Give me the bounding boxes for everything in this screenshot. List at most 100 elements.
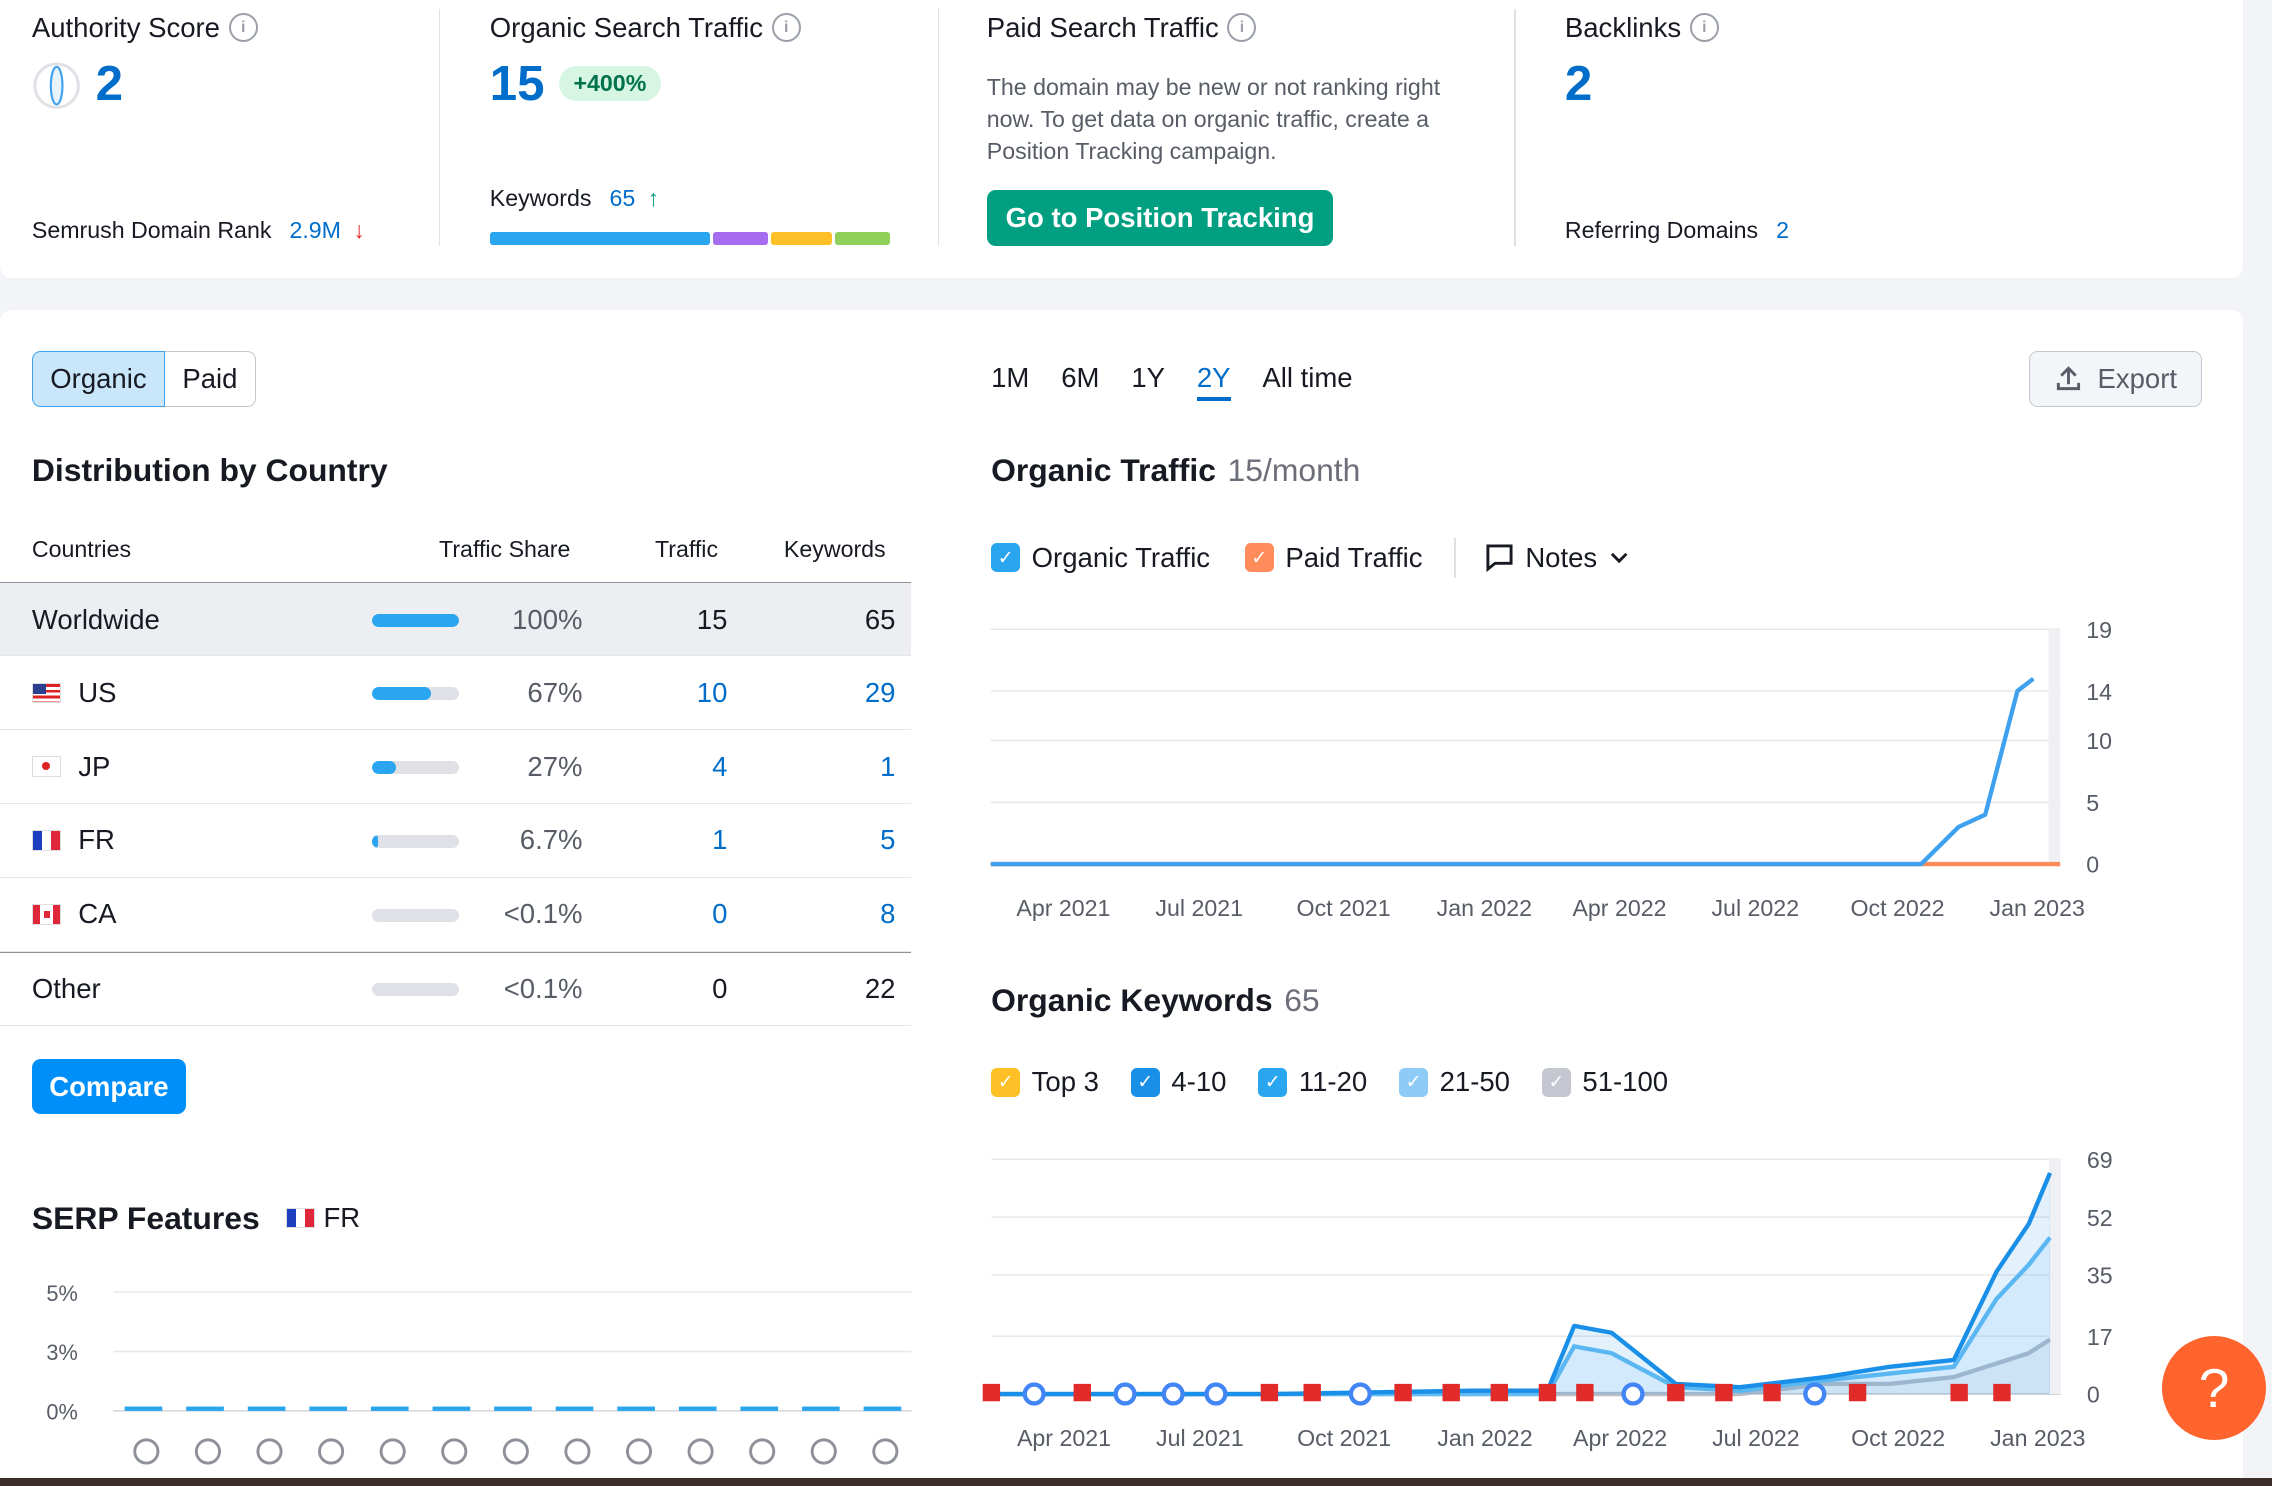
table-row[interactable]: CA <0.1% 0 8 bbox=[0, 878, 912, 952]
reviews-icon[interactable] bbox=[441, 1438, 468, 1465]
keywords-count-value[interactable]: 65 bbox=[609, 185, 636, 212]
col-traffic[interactable]: Traffic bbox=[654, 536, 719, 563]
checkbox-21-50[interactable]: ✓ bbox=[1399, 1067, 1429, 1097]
people-also-ask-icon[interactable] bbox=[872, 1438, 899, 1465]
series-line[interactable] bbox=[991, 1171, 2052, 1397]
series-line[interactable] bbox=[991, 676, 2035, 866]
tab-paid[interactable]: Paid bbox=[164, 350, 256, 408]
checkbox-51-100[interactable]: ✓ bbox=[1541, 1067, 1571, 1097]
flag-marker-icon[interactable] bbox=[1714, 1383, 1733, 1402]
info-icon[interactable]: i bbox=[1689, 13, 1719, 43]
referring-domains-value[interactable]: 2 bbox=[1776, 217, 1789, 244]
keywords-value[interactable]: 8 bbox=[880, 898, 896, 930]
video-icon[interactable] bbox=[502, 1438, 529, 1465]
serp-bar[interactable] bbox=[740, 1406, 779, 1412]
traffic-value[interactable]: 4 bbox=[712, 750, 728, 782]
checkbox-11-20[interactable]: ✓ bbox=[1258, 1067, 1288, 1097]
info-icon[interactable]: i bbox=[228, 13, 258, 43]
go-to-position-tracking-button[interactable]: Go to Position Tracking bbox=[986, 189, 1334, 247]
serp-bar[interactable] bbox=[802, 1406, 840, 1412]
table-row[interactable]: US 67% 10 29 bbox=[0, 656, 912, 731]
flag-marker-icon[interactable] bbox=[1992, 1383, 2011, 1402]
backlinks-value[interactable]: 2 bbox=[1564, 56, 1593, 112]
serp-bar[interactable] bbox=[863, 1406, 902, 1412]
country-name[interactable]: JP bbox=[31, 751, 110, 783]
compare-button[interactable]: Compare bbox=[31, 1059, 186, 1115]
checkbox-organic-traffic[interactable]: ✓ bbox=[991, 543, 1021, 573]
flag-marker-icon[interactable] bbox=[1763, 1383, 1781, 1402]
table-row[interactable]: Worldwide 100% 15 65 bbox=[0, 582, 912, 657]
checkbox-4-10[interactable]: ✓ bbox=[1130, 1067, 1160, 1097]
serp-bar[interactable] bbox=[186, 1406, 224, 1412]
table-row[interactable]: Other <0.1% 0 22 bbox=[0, 951, 912, 1026]
google-update-icon[interactable] bbox=[1802, 1382, 1827, 1406]
country-name[interactable]: US bbox=[31, 677, 116, 709]
keywords-value[interactable]: 1 bbox=[880, 750, 896, 782]
google-update-icon[interactable] bbox=[1621, 1382, 1645, 1406]
serp-country[interactable]: FR bbox=[323, 1202, 361, 1234]
image-pack-icon[interactable] bbox=[318, 1438, 345, 1465]
keywords-value[interactable]: 29 bbox=[864, 676, 896, 708]
serp-bar[interactable] bbox=[309, 1406, 348, 1412]
serp-bar[interactable] bbox=[678, 1406, 717, 1412]
domain-rank-value[interactable]: 2.9M bbox=[289, 217, 341, 244]
image-icon[interactable] bbox=[687, 1438, 714, 1465]
google-update-icon[interactable] bbox=[1204, 1382, 1228, 1406]
flag-marker-icon[interactable] bbox=[1260, 1383, 1278, 1402]
range-all-time[interactable]: All time bbox=[1262, 362, 1353, 394]
featured-snippet-icon[interactable] bbox=[256, 1438, 283, 1465]
faq-icon[interactable] bbox=[810, 1438, 837, 1465]
flag-marker-icon[interactable] bbox=[1073, 1383, 1091, 1402]
serp-bar[interactable] bbox=[617, 1406, 655, 1412]
traffic-value[interactable]: 10 bbox=[696, 676, 728, 708]
notes-dropdown[interactable]: Notes bbox=[1485, 542, 1629, 574]
help-button[interactable]: ? bbox=[2161, 1335, 2267, 1441]
serp-bar[interactable] bbox=[370, 1406, 409, 1412]
keywords-value[interactable]: 5 bbox=[880, 824, 896, 856]
flag-marker-icon[interactable] bbox=[1303, 1383, 1321, 1402]
info-icon[interactable]: i bbox=[1227, 13, 1257, 43]
featured-video-icon[interactable] bbox=[564, 1438, 591, 1465]
local-pack-icon[interactable] bbox=[194, 1438, 221, 1465]
sitelinks-icon[interactable] bbox=[379, 1438, 406, 1465]
serp-bar[interactable] bbox=[124, 1406, 163, 1412]
flag-marker-icon[interactable] bbox=[1394, 1383, 1412, 1402]
flag-marker-icon[interactable] bbox=[1848, 1383, 1866, 1402]
tab-organic[interactable]: Organic bbox=[31, 350, 165, 408]
range-1m[interactable]: 1M bbox=[991, 362, 1030, 394]
traffic-value[interactable]: 1 bbox=[712, 824, 728, 856]
country-name[interactable]: CA bbox=[31, 898, 116, 930]
flag-marker-icon[interactable] bbox=[1442, 1383, 1460, 1402]
table-row[interactable]: FR 6.7% 1 5 bbox=[0, 804, 912, 879]
range-6m[interactable]: 6M bbox=[1061, 362, 1100, 394]
flag-marker-icon[interactable] bbox=[1538, 1383, 1556, 1402]
flag-marker-icon[interactable] bbox=[1575, 1383, 1594, 1402]
authority-score-value[interactable]: 2 bbox=[95, 56, 124, 112]
flag-marker-icon[interactable] bbox=[1490, 1383, 1508, 1402]
google-update-icon[interactable] bbox=[1348, 1382, 1372, 1406]
col-keywords[interactable]: Keywords bbox=[783, 536, 886, 563]
flag-marker-icon[interactable] bbox=[1950, 1383, 1968, 1402]
range-1y[interactable]: 1Y bbox=[1131, 362, 1165, 394]
knowledge-panel-icon[interactable] bbox=[133, 1438, 160, 1465]
top-stories-icon[interactable] bbox=[625, 1438, 653, 1465]
google-update-icon[interactable] bbox=[1161, 1382, 1185, 1406]
checkbox-paid-traffic[interactable]: ✓ bbox=[1244, 543, 1274, 573]
serp-bar[interactable] bbox=[247, 1406, 286, 1412]
country-name[interactable]: FR bbox=[31, 824, 115, 856]
table-row[interactable]: JP 27% 4 1 bbox=[0, 730, 912, 805]
info-icon[interactable]: i bbox=[771, 13, 801, 43]
video-carousel-icon[interactable] bbox=[749, 1438, 776, 1465]
range-2y[interactable]: 2Y bbox=[1196, 362, 1231, 402]
series-line[interactable] bbox=[991, 1337, 2051, 1397]
col-traffic-share[interactable]: Traffic Share bbox=[439, 536, 571, 563]
checkbox-top3[interactable]: ✓ bbox=[991, 1067, 1021, 1097]
serp-bar[interactable] bbox=[555, 1406, 594, 1412]
serp-bar[interactable] bbox=[494, 1406, 532, 1412]
traffic-value[interactable]: 0 bbox=[712, 898, 728, 930]
organic-traffic-value[interactable]: 15 bbox=[489, 56, 545, 112]
google-update-icon[interactable] bbox=[1022, 1382, 1046, 1406]
serp-bar[interactable] bbox=[432, 1406, 471, 1412]
export-button[interactable]: Export bbox=[2028, 350, 2203, 408]
flag-marker-icon[interactable] bbox=[982, 1383, 1000, 1402]
